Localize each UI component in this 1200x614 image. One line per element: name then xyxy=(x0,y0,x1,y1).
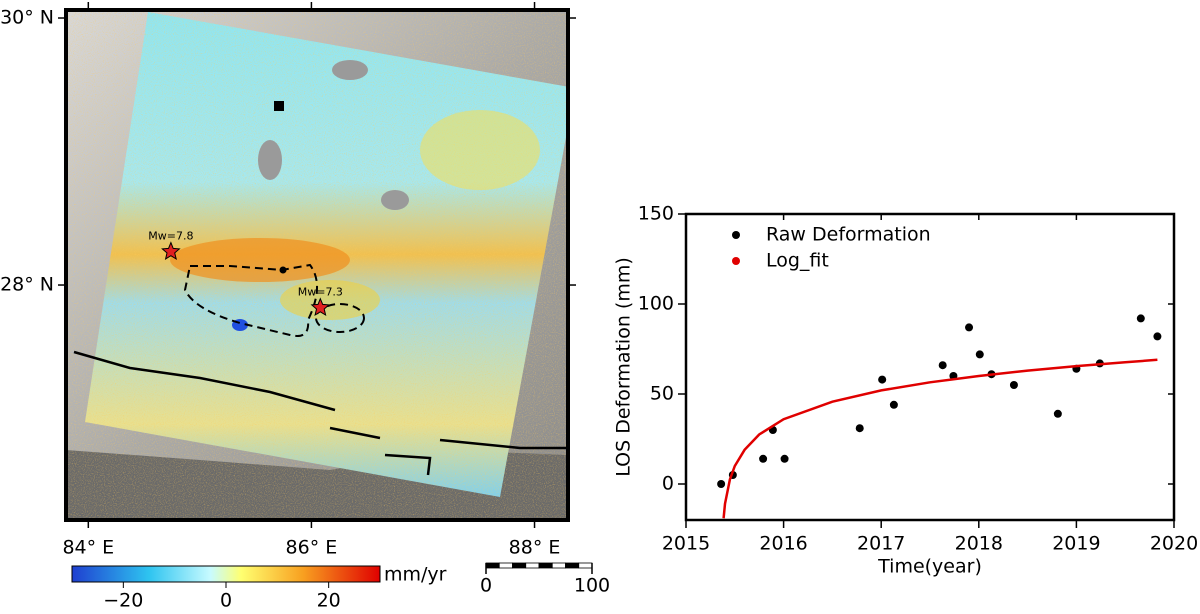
map-x-tick-label: 84° E xyxy=(62,537,114,559)
y-tick-label: 150 xyxy=(638,203,674,225)
scale-bar-segment xyxy=(498,562,513,569)
map-frame xyxy=(64,8,570,522)
y-tick-label: 50 xyxy=(650,383,674,405)
scale-bar-segment xyxy=(485,562,500,569)
data-point xyxy=(975,350,984,359)
x-tick-label: 2015 xyxy=(662,533,710,555)
colorbar-tick-label: 0 xyxy=(220,590,232,612)
x-tick-label: 2020 xyxy=(1150,533,1198,555)
colorbar xyxy=(71,565,381,583)
data-point xyxy=(878,375,887,384)
epicenter xyxy=(310,297,331,317)
y-tick-label: 100 xyxy=(638,293,674,315)
scale-bar-segment xyxy=(538,562,553,569)
data-point xyxy=(1009,381,1018,389)
data-point xyxy=(1153,332,1162,341)
epicenter-label: Mw=7.3 xyxy=(298,286,343,299)
scale-bar-segment xyxy=(551,562,566,569)
data-point xyxy=(1053,409,1062,418)
x-tick-label: 2017 xyxy=(857,533,905,555)
data-point xyxy=(780,454,789,463)
x-tick-label: 2019 xyxy=(1052,533,1100,555)
legend-marker xyxy=(732,231,740,239)
scale-bar-label: 100 xyxy=(574,575,610,597)
x-tick-label: 2016 xyxy=(759,533,807,555)
data-point xyxy=(855,424,864,433)
x-tick-label: 2018 xyxy=(955,533,1003,555)
colorbar-tick-label: −20 xyxy=(103,590,143,612)
data-point xyxy=(759,454,768,463)
x-axis-title: Time(year) xyxy=(877,556,982,578)
legend-label: Raw Deformation xyxy=(766,224,931,246)
legend-label: Log_fit xyxy=(766,250,829,272)
data-point xyxy=(889,400,898,409)
epicenter xyxy=(161,241,181,260)
fit-line xyxy=(722,358,1158,519)
plot-frame xyxy=(684,212,1176,522)
map-y-tick-label: 30° N xyxy=(0,7,54,29)
data-point xyxy=(965,323,974,332)
map-x-tick-label: 88° E xyxy=(509,537,561,559)
data-point xyxy=(1136,314,1145,323)
scale-bar-segment xyxy=(565,562,580,569)
map-x-tick-label: 86° E xyxy=(286,537,338,559)
data-point xyxy=(717,480,726,488)
map-image xyxy=(66,10,568,520)
scale-bar-segment xyxy=(578,562,593,569)
y-axis-title: LOS Deformation (mm) xyxy=(613,257,635,477)
colorbar-unit: mm/yr xyxy=(384,564,447,586)
scale-bar-segment xyxy=(525,562,540,569)
y-tick-label: 0 xyxy=(662,473,674,495)
colorbar-tick-label: 20 xyxy=(317,590,341,612)
data-point xyxy=(938,361,947,370)
map-y-tick-label: 28° N xyxy=(0,274,54,296)
legend-marker xyxy=(732,257,740,265)
scale-bar-segment xyxy=(512,562,527,569)
epicenter-label: Mw=7.8 xyxy=(148,230,193,243)
scale-bar-label: 0 xyxy=(480,575,492,597)
